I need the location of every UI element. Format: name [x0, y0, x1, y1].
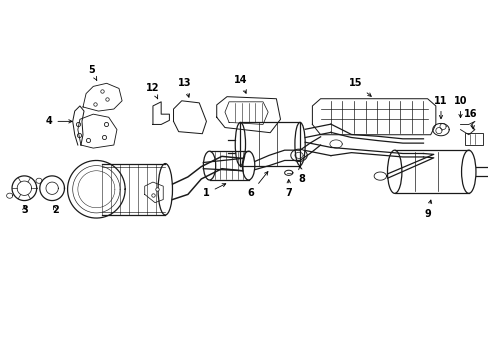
Text: 15: 15 — [348, 78, 370, 96]
Text: 13: 13 — [178, 78, 191, 97]
Text: 1: 1 — [203, 184, 225, 198]
Text: 2: 2 — [52, 205, 59, 215]
Text: 9: 9 — [424, 200, 431, 219]
Text: 10: 10 — [453, 96, 467, 118]
Text: 16: 16 — [463, 109, 477, 129]
Text: 11: 11 — [433, 96, 447, 119]
Text: 4: 4 — [45, 116, 72, 126]
Text: 5: 5 — [88, 65, 97, 80]
Text: 7: 7 — [285, 180, 291, 198]
Text: 14: 14 — [233, 75, 246, 93]
Bar — [464, 133, 482, 145]
Text: 6: 6 — [247, 172, 267, 198]
Text: 3: 3 — [21, 205, 28, 215]
Text: 8: 8 — [298, 166, 305, 184]
Text: 12: 12 — [146, 84, 160, 99]
